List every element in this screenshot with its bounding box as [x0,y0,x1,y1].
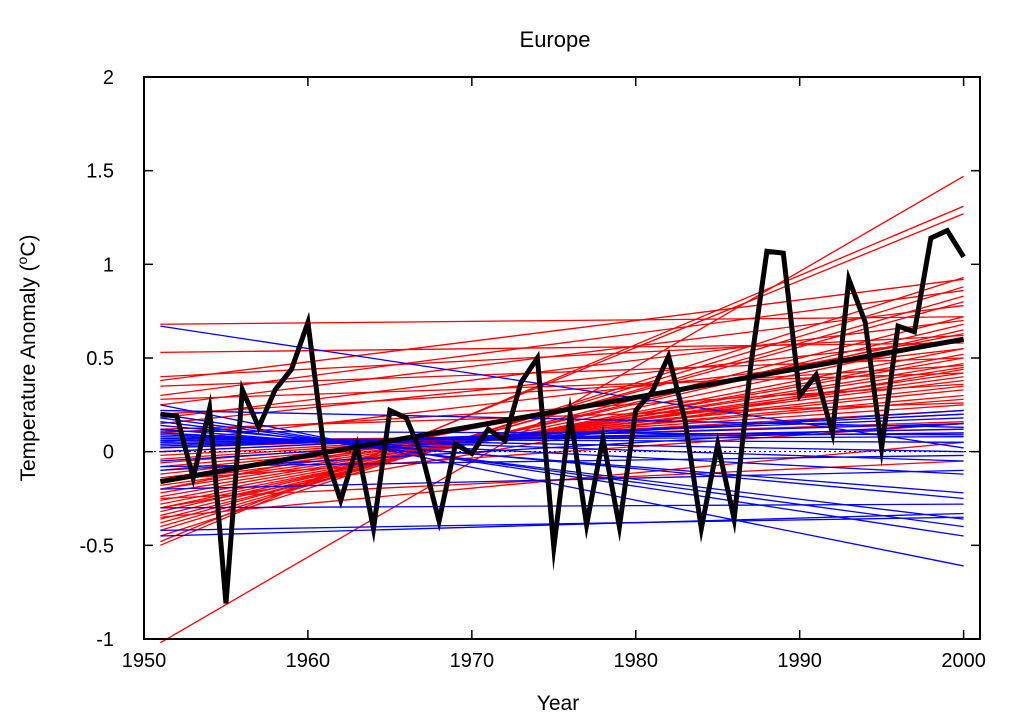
x-tick-label: 1960 [286,650,331,672]
x-tick-label: 2000 [941,650,986,672]
y-axis-title: Temperature Anomaly (oC) [14,234,40,481]
y-axis-title-sup: o [14,256,30,264]
y-tick-label: -0.5 [80,535,114,557]
warming-trend-line [160,404,964,460]
warming-trend-line [160,379,964,479]
warming-trend-line [160,319,964,419]
warming-trend-line [160,364,964,415]
warming-trend-line [160,323,964,516]
warming-trend-line [160,357,964,498]
cooling-trend-line [160,516,964,531]
y-tick-label: 0.5 [86,348,114,370]
cooling-trend-line [160,512,964,537]
x-tick-label: 1950 [122,650,167,672]
x-tick-label: 1990 [777,650,822,672]
y-tick-label: 0 [103,442,114,464]
axis-ticks: 1950 1960 1970 1980 1990 2000 -1 -0.5 0 0.5 1 1.5 2 [80,67,986,672]
warming-trend-line [160,304,964,406]
observed-layer [159,227,966,604]
x-axis-title: Year [537,692,579,715]
chart-title: Europe [520,27,591,52]
cooling-trend-line [160,436,964,442]
warming-trend-line [160,422,964,481]
observed-series-line [160,227,966,604]
y-tick-label: 1 [103,254,114,276]
y-tick-label: 1.5 [86,161,114,183]
observed-trend-line [159,336,965,485]
warming-trend-line [160,338,964,509]
warming-trend-line [160,402,964,430]
warming-trend-line [160,372,964,400]
warming-trend-line [160,213,964,543]
cooling-trend-line [160,503,964,509]
x-tick-label: 1970 [450,650,495,672]
warming-trend-line [160,334,964,378]
x-tick-label: 1980 [614,650,659,672]
y-axis-title-suffix: C) [17,234,40,256]
y-axis-title-prefix: Temperature Anomaly ( [17,264,40,481]
warming-trend-line [160,289,964,397]
cooling-trend-line [160,430,964,436]
warming-trend-line [160,342,964,354]
warming-trend-line [160,316,964,325]
warming-trend-line [160,338,964,425]
y-tick-label: 2 [103,67,114,89]
y-tick-label: -1 [96,629,114,651]
warming-trend-line [160,347,964,505]
warming-trend-line [160,366,964,490]
